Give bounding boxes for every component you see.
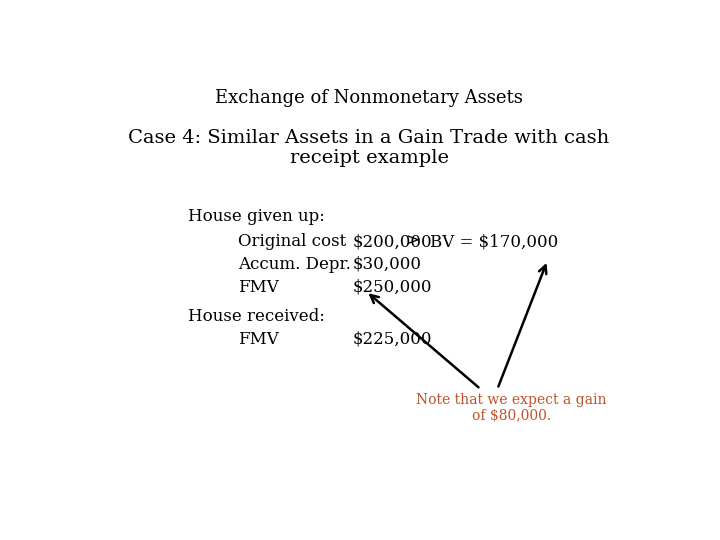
Text: Original cost: Original cost <box>238 233 346 250</box>
Text: House given up:: House given up: <box>188 208 325 225</box>
Text: BV = $170,000: BV = $170,000 <box>431 233 559 250</box>
Text: $200,000: $200,000 <box>352 233 432 250</box>
Text: $250,000: $250,000 <box>352 279 432 296</box>
Text: House received:: House received: <box>188 308 325 325</box>
Text: FMV: FMV <box>238 279 279 296</box>
Text: Note that we expect a gain
of $80,000.: Note that we expect a gain of $80,000. <box>416 393 606 423</box>
Text: Exchange of Nonmonetary Assets: Exchange of Nonmonetary Assets <box>215 89 523 107</box>
Text: $225,000: $225,000 <box>352 330 432 348</box>
Text: Case 4: Similar Assets in a Gain Trade with cash
receipt example: Case 4: Similar Assets in a Gain Trade w… <box>128 129 610 167</box>
Text: >: > <box>405 233 420 250</box>
Text: Accum. Depr.: Accum. Depr. <box>238 256 351 273</box>
Text: FMV: FMV <box>238 330 279 348</box>
Text: $30,000: $30,000 <box>352 256 421 273</box>
